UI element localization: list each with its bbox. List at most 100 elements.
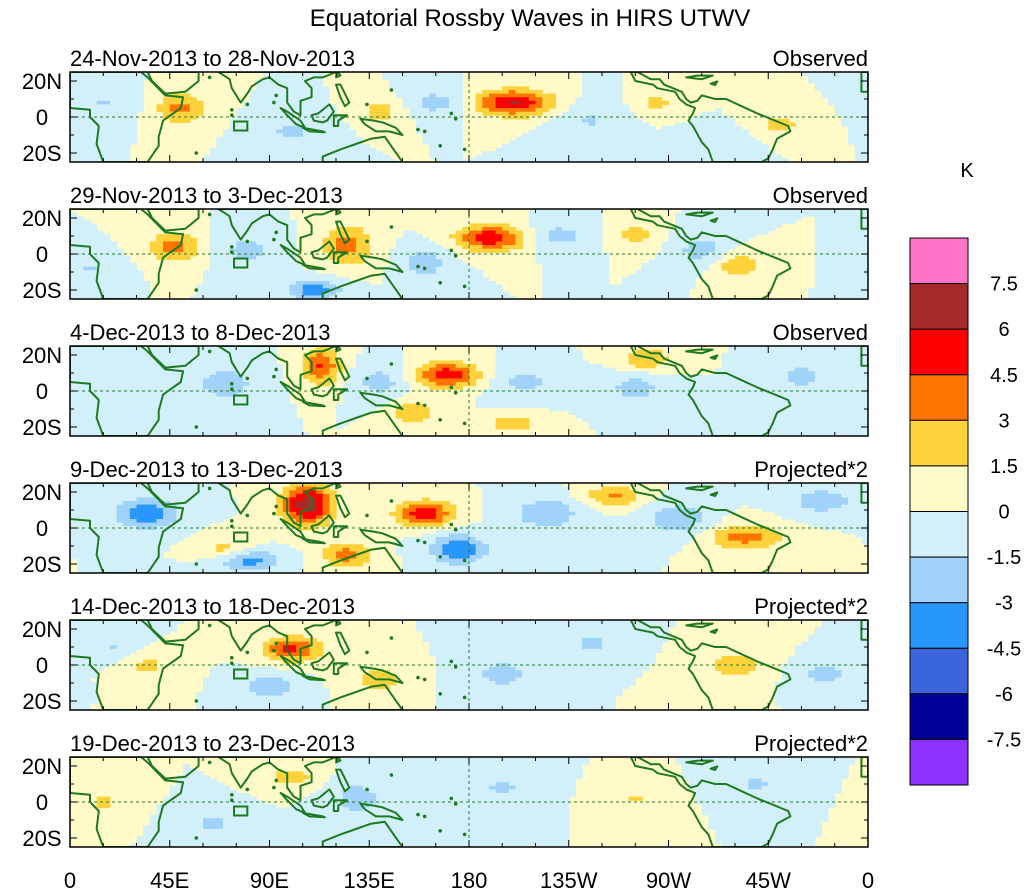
- field-cell: [136, 526, 157, 531]
- field-cell: [641, 263, 709, 268]
- field-cell: [209, 147, 377, 152]
- island: [438, 692, 443, 696]
- field-cell: [96, 800, 111, 805]
- field-cell: [774, 681, 868, 686]
- field-cell: [728, 537, 763, 542]
- field-cell: [542, 378, 630, 383]
- field-cell: [389, 259, 410, 264]
- field-cell: [495, 418, 530, 423]
- field-cell: [70, 129, 138, 134]
- field-cell: [715, 241, 743, 246]
- field-cell: [382, 75, 463, 80]
- field-cell: [70, 623, 177, 628]
- field-cell: [70, 255, 131, 260]
- field-cell: [362, 807, 570, 812]
- field-cell: [70, 291, 151, 296]
- field-cell: [262, 558, 277, 563]
- field-cell: [708, 821, 822, 826]
- field-cell: [542, 288, 690, 293]
- field-cell: [621, 281, 696, 286]
- field-cell: [70, 295, 151, 299]
- field-cell: [70, 82, 144, 87]
- field-cell: [402, 100, 423, 105]
- field-cell: [814, 252, 868, 257]
- field-cell: [588, 425, 868, 430]
- field-cell: [695, 793, 836, 798]
- field-cell: [70, 104, 144, 109]
- field-cell: [821, 90, 868, 95]
- field-cell: [535, 385, 616, 390]
- field-cell: [355, 364, 404, 369]
- field-cell: [289, 490, 304, 495]
- field-cell: [422, 497, 430, 502]
- field-cell: [675, 216, 803, 221]
- coastline: [217, 757, 337, 802]
- field-cell: [249, 688, 291, 693]
- field-cell: [621, 277, 696, 282]
- island: [449, 659, 454, 664]
- field-cell: [242, 558, 264, 563]
- colorbar-level-label: -1.5: [987, 547, 1021, 569]
- field-cell: [715, 829, 823, 834]
- field-cell: [329, 497, 337, 502]
- field-cell: [302, 353, 317, 358]
- island: [230, 113, 234, 117]
- field-cell: [435, 255, 457, 260]
- field-cell: [808, 288, 868, 293]
- field-cell: [535, 227, 556, 232]
- field-cell: [715, 537, 729, 542]
- field-cell: [422, 382, 437, 387]
- field-cell: [316, 501, 324, 506]
- field-cell: [163, 515, 177, 520]
- field-cell: [349, 367, 404, 372]
- field-cell: [156, 252, 197, 257]
- field-cell: [282, 659, 304, 664]
- field-cell: [442, 504, 457, 509]
- field-cell: [489, 547, 683, 552]
- field-cell: [655, 511, 703, 516]
- field-cell: [70, 118, 138, 123]
- island: [207, 212, 212, 217]
- field-cell: [854, 147, 868, 152]
- coastline: [217, 346, 337, 391]
- field-cell: [369, 374, 390, 379]
- field-cell: [249, 681, 291, 686]
- lat-tick-label: 0: [36, 242, 48, 267]
- field-cell: [163, 245, 184, 250]
- field-cell: [482, 519, 523, 524]
- field-cell: [661, 241, 690, 246]
- island: [365, 513, 369, 518]
- island: [194, 288, 199, 292]
- field-cell: [582, 118, 596, 123]
- coastline: [310, 788, 335, 809]
- island: [449, 522, 454, 527]
- lat-tick-label: 0: [36, 790, 48, 815]
- field-cell: [342, 558, 350, 563]
- field-cell: [149, 818, 204, 823]
- field-cell: [475, 558, 670, 563]
- field-cell: [249, 93, 330, 98]
- field-cell: [774, 511, 868, 516]
- field-cell: [701, 511, 729, 516]
- field-cell: [688, 778, 749, 783]
- field-cell: [322, 364, 337, 369]
- field-cell: [508, 681, 636, 686]
- field-cell: [542, 284, 696, 289]
- coastline: [310, 240, 335, 261]
- colorbar-level-label: 0: [998, 502, 1009, 524]
- field-cell: [329, 371, 337, 376]
- field-cell: [336, 771, 583, 776]
- coastline: [321, 546, 404, 573]
- field-cell: [189, 108, 204, 113]
- field-cell: [322, 374, 337, 379]
- field-cell: [814, 219, 868, 224]
- field-cell: [289, 291, 304, 296]
- panel-type-label: Projected*2: [754, 457, 868, 482]
- field-cell: [661, 245, 690, 250]
- field-cell: [402, 565, 663, 570]
- field-cell: [223, 129, 277, 134]
- field-cell: [289, 511, 297, 516]
- field-cell: [834, 111, 868, 116]
- field-cell: [402, 418, 423, 423]
- coastline: [860, 757, 868, 778]
